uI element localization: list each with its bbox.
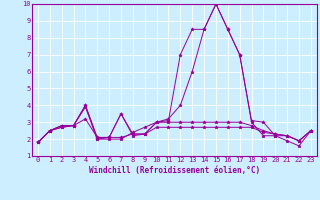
X-axis label: Windchill (Refroidissement éolien,°C): Windchill (Refroidissement éolien,°C) — [89, 166, 260, 175]
